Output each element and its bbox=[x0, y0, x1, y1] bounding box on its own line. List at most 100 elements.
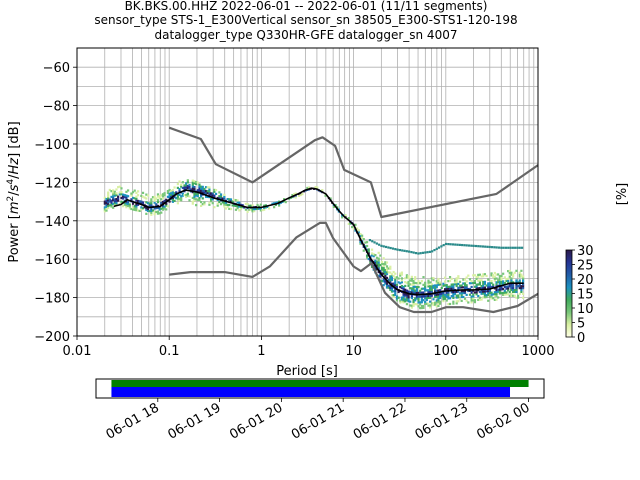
psd-cell bbox=[213, 194, 216, 197]
psd-cell bbox=[419, 252, 422, 255]
psd-cell bbox=[435, 305, 438, 308]
psd-cell bbox=[498, 292, 501, 295]
psd-cell bbox=[414, 285, 417, 288]
psd-cell bbox=[518, 271, 521, 274]
psd-cell bbox=[306, 186, 309, 190]
psd-cell bbox=[209, 199, 213, 203]
psd-cell bbox=[146, 194, 150, 197]
psd-cell bbox=[500, 246, 503, 249]
timeline-tick-label: 06-01 22 bbox=[351, 400, 409, 442]
psd-cell bbox=[397, 296, 400, 299]
psd-cell bbox=[193, 186, 196, 189]
psd-cell bbox=[196, 192, 199, 196]
psd-cell bbox=[135, 205, 138, 208]
psd-cell bbox=[492, 274, 495, 277]
psd-cell bbox=[161, 193, 165, 196]
psd-cell bbox=[107, 193, 110, 196]
psd-cell bbox=[412, 300, 415, 304]
psd-cell bbox=[148, 210, 151, 213]
psd-cell bbox=[404, 298, 407, 301]
psd-cell bbox=[415, 289, 418, 292]
psd-cell bbox=[477, 275, 480, 278]
psd-cell bbox=[183, 188, 186, 191]
psd-cell bbox=[195, 182, 198, 186]
psd-cell bbox=[505, 293, 508, 296]
psd-cell bbox=[510, 283, 513, 286]
psd-cell bbox=[478, 283, 482, 286]
psd-cell bbox=[185, 186, 188, 189]
psd-cell bbox=[457, 277, 460, 280]
psd-cell bbox=[122, 195, 125, 198]
y-tick-label: −100 bbox=[34, 138, 70, 153]
psd-cell bbox=[175, 191, 178, 194]
psd-cell bbox=[462, 290, 465, 293]
psd-cell bbox=[445, 299, 448, 302]
psd-cell bbox=[264, 204, 267, 207]
psd-cell bbox=[204, 195, 208, 198]
psd-cell bbox=[171, 192, 174, 196]
psd-cell bbox=[415, 297, 418, 300]
psd-cell bbox=[455, 284, 458, 288]
psd-cell bbox=[160, 194, 163, 197]
psd-cell bbox=[178, 188, 181, 191]
colorbar-tick-label: 20 bbox=[577, 273, 594, 288]
psd-cell bbox=[508, 273, 511, 276]
psd-cell bbox=[259, 209, 262, 212]
psd-cell bbox=[163, 194, 166, 197]
psd-cell bbox=[437, 302, 440, 306]
psd-cell bbox=[429, 306, 432, 309]
psd-cell bbox=[502, 272, 505, 275]
psd-cell bbox=[465, 276, 468, 279]
psd-cell bbox=[502, 246, 505, 249]
psd-cell bbox=[125, 200, 128, 203]
psd-cell bbox=[128, 205, 131, 208]
psd-cell bbox=[382, 280, 385, 283]
psd-cell bbox=[125, 194, 128, 197]
psd-cell bbox=[209, 198, 213, 201]
psd-cell bbox=[156, 199, 160, 202]
psd-cell bbox=[410, 294, 413, 298]
psd-cell bbox=[228, 203, 231, 207]
psd-cell bbox=[200, 189, 203, 192]
psd-cell bbox=[160, 207, 163, 210]
psd-cell bbox=[118, 191, 121, 194]
psd-cell bbox=[422, 295, 425, 298]
psd-cell bbox=[482, 296, 485, 299]
psd-cell bbox=[453, 290, 457, 294]
psd-cell bbox=[103, 206, 106, 209]
psd-cell bbox=[130, 192, 133, 195]
psd-cell bbox=[415, 282, 418, 285]
psd-cell bbox=[488, 245, 491, 249]
psd-cell bbox=[409, 279, 412, 282]
psd-cell bbox=[510, 281, 513, 284]
psd-cell bbox=[369, 261, 372, 264]
psd-cell bbox=[447, 291, 450, 294]
psd-cell bbox=[429, 287, 432, 290]
psd-cell bbox=[419, 282, 422, 285]
psd-cell bbox=[185, 188, 188, 191]
psd-cell bbox=[377, 251, 380, 254]
psd-cell bbox=[510, 287, 513, 290]
psd-cell bbox=[151, 196, 155, 199]
psd-cell bbox=[460, 295, 463, 299]
psd-cell bbox=[407, 280, 410, 284]
psd-cell bbox=[136, 209, 140, 212]
psd-cell bbox=[515, 283, 518, 286]
psd-cell bbox=[435, 289, 438, 293]
colorbar-tick-label: 30 bbox=[577, 244, 594, 259]
psd-cell bbox=[429, 290, 432, 294]
psd-cell bbox=[498, 288, 501, 291]
psd-cell bbox=[452, 294, 455, 298]
psd-cell bbox=[455, 296, 458, 299]
psd-cell bbox=[394, 248, 397, 251]
psd-cell bbox=[510, 271, 513, 274]
psd-cell bbox=[221, 201, 224, 204]
psd-cell bbox=[160, 198, 163, 201]
psd-cell bbox=[168, 200, 171, 203]
psd-cell bbox=[458, 286, 462, 289]
psd-cell bbox=[463, 284, 467, 287]
psd-cell bbox=[426, 251, 429, 254]
psd-cell bbox=[377, 259, 380, 262]
psd-cell bbox=[103, 200, 106, 203]
psd-cell bbox=[407, 282, 410, 286]
